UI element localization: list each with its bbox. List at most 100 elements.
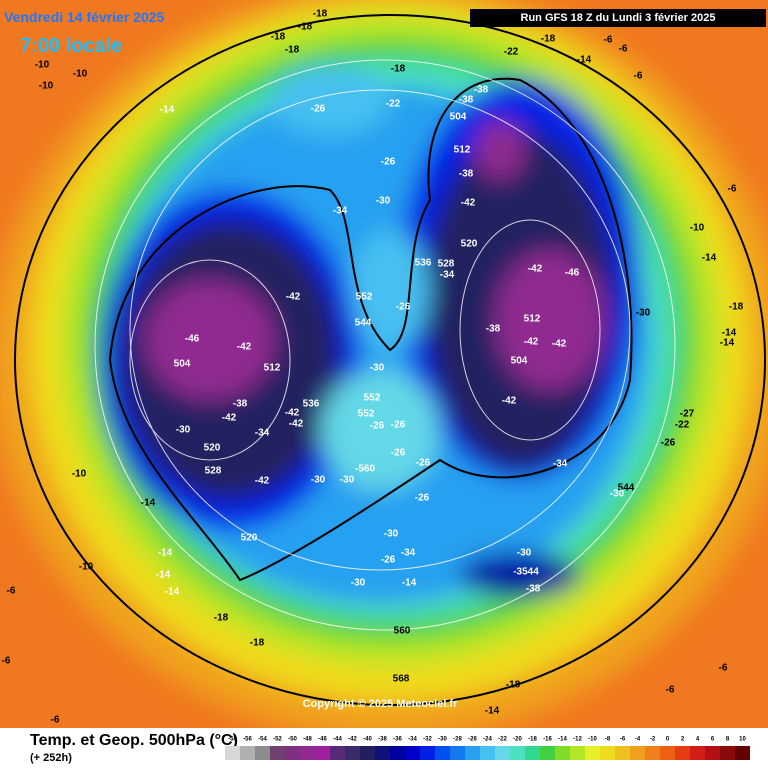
run-box [470, 9, 766, 27]
map-label: -6 [604, 35, 613, 46]
legend-tick-label: 2 [681, 737, 685, 743]
date-label: Vendredi 14 février 2025 [4, 9, 165, 25]
map-label: -6 [666, 685, 675, 696]
map-label: -18 [298, 22, 313, 33]
legend-swatch [390, 746, 405, 760]
legend-tick-label: -30 [438, 737, 447, 743]
legend-swatch [690, 746, 705, 760]
legend-swatch [660, 746, 675, 760]
map-label: 512 [264, 363, 281, 374]
map-label: -10 [39, 81, 54, 92]
map-label: -14 [720, 338, 735, 349]
map-label: -30 [376, 196, 391, 207]
map-label: -22 [386, 99, 401, 110]
legend-swatch [255, 746, 270, 760]
map-label: -18 [214, 613, 229, 624]
map-label: 504 [450, 112, 467, 123]
map-label: -38 [474, 85, 489, 96]
legend-swatch [510, 746, 525, 760]
legend-swatch [405, 746, 420, 760]
map-label: 528 [438, 259, 455, 270]
legend-swatch [480, 746, 495, 760]
legend-tick-label: -12 [573, 737, 582, 743]
legend-tick-label: -28 [453, 737, 462, 743]
map-label: 544 [618, 483, 635, 494]
legend-tick-label: -52 [273, 737, 282, 743]
map-label: -6 [2, 656, 11, 667]
legend-tick-label: -56 [243, 737, 252, 743]
map-label: 520 [204, 443, 221, 454]
legend-tick-label: -18 [528, 737, 537, 743]
map-label: -34 [440, 270, 455, 281]
map-label: -38 [233, 399, 248, 410]
map-label: -42 [552, 339, 567, 350]
map-label: -10 [35, 60, 50, 71]
legend-tick-label: -58 [228, 737, 237, 743]
map-label: -6 [719, 663, 728, 674]
map-label: -30 [517, 548, 532, 559]
map-label: -6 [619, 44, 628, 55]
map-lines [14, 14, 766, 706]
legend-swatch [330, 746, 345, 760]
legend-swatch [450, 746, 465, 760]
map-label: -42 [286, 292, 301, 303]
legend-tick-label: -32 [423, 737, 432, 743]
map-label: -30 [351, 578, 366, 589]
map-label: -27 [680, 409, 695, 420]
map-label: 520 [461, 239, 478, 250]
map-label: -30 [636, 308, 651, 319]
legend-swatch [465, 746, 480, 760]
legend-tick-label: -8 [605, 737, 611, 743]
map-label: -3544 [513, 567, 539, 578]
map-label: -14 [702, 253, 717, 264]
map-label: -22 [675, 420, 690, 431]
legend-swatch [270, 746, 285, 760]
legend-tick-label: -48 [303, 737, 312, 743]
legend-swatch [585, 746, 600, 760]
legend-tick-label: -10 [588, 737, 597, 743]
legend-tick-label: -34 [408, 737, 417, 743]
legend-swatch [300, 746, 315, 760]
map-label: -26 [311, 104, 326, 115]
map-label: -18 [391, 64, 406, 75]
map-label: -38 [459, 95, 474, 106]
legend-tick-label: -24 [483, 737, 492, 743]
map-label: -14 [165, 587, 180, 598]
legend-tick-label: -4 [635, 737, 641, 743]
map-label: -42 [461, 198, 476, 209]
legend-tick-label: -46 [318, 737, 327, 743]
legend-title: Temp. et Geop. 500hPa (°C) [30, 732, 238, 749]
map-label: -14 [402, 578, 417, 589]
map-label: -30 [176, 425, 191, 436]
geopotential-contours [94, 59, 676, 631]
legend-tick-label: -16 [543, 737, 552, 743]
map-label: -10 [73, 69, 88, 80]
legend-tick-label: -38 [378, 737, 387, 743]
legend-swatch [645, 746, 660, 760]
legend-swatch [420, 746, 435, 760]
map-label: -42 [289, 419, 304, 430]
map-label: -42 [524, 337, 539, 348]
legend-tick-label: -40 [363, 737, 372, 743]
map-label: -34 [553, 459, 568, 470]
legend-swatch [495, 746, 510, 760]
map-label: -26 [381, 157, 396, 168]
legend-swatch [285, 746, 300, 760]
map-label: -26 [396, 302, 411, 313]
map-label: 512 [454, 145, 471, 156]
time-label: 7:00 locale [20, 35, 122, 57]
legend-swatch [555, 746, 570, 760]
map-label: 536 [415, 258, 432, 269]
map-label: -18 [313, 9, 328, 20]
map-label: -18 [271, 32, 286, 43]
map-label: -6 [728, 184, 737, 195]
map-label: -26 [381, 555, 396, 566]
legend-swatch [225, 746, 240, 760]
map-label: -14 [158, 548, 173, 559]
map-label: 552 [356, 292, 373, 303]
map-label: -30 [311, 475, 326, 486]
map-label: -26 [391, 448, 406, 459]
map-label: -38 [486, 324, 501, 335]
legend-tick-label: -44 [333, 737, 342, 743]
